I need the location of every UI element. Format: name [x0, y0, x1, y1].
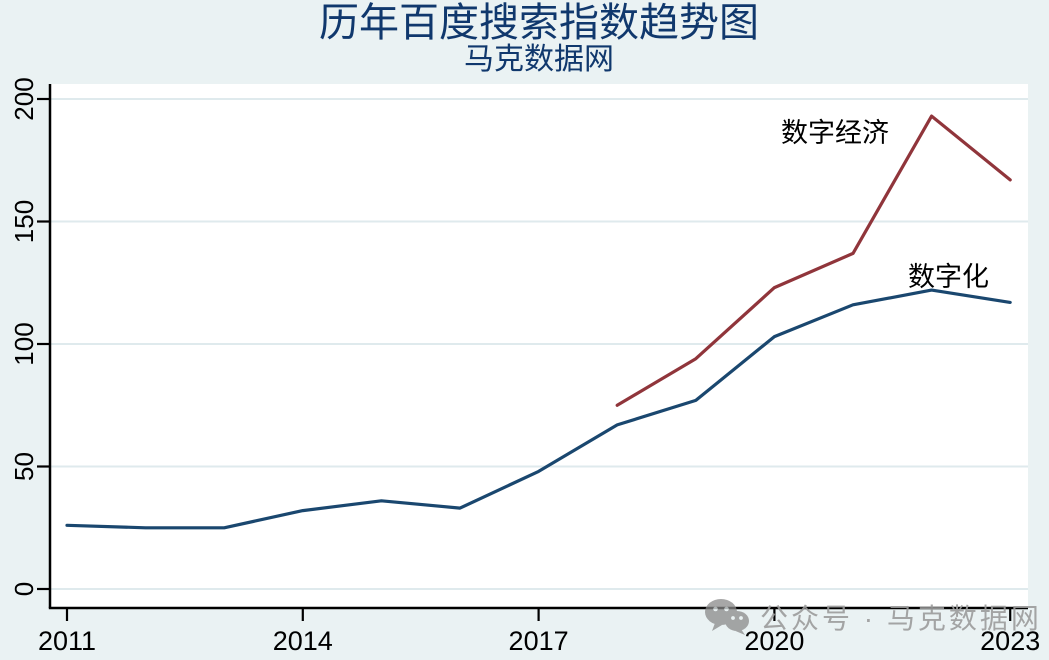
chart-subtitle: 马克数据网	[464, 43, 614, 76]
x-tick-label-2020: 2020	[744, 626, 804, 656]
plot-background	[50, 84, 1028, 608]
y-tick-label-50: 50	[9, 452, 39, 481]
watermark-text: 公众号 · 马克数据网	[760, 603, 1042, 634]
series-label-digital-economy: 数字经济	[781, 118, 889, 148]
y-tick-label-100: 100	[9, 322, 39, 365]
x-tick-label-2017: 2017	[509, 626, 569, 656]
x-tick-label-2023: 2023	[980, 626, 1040, 656]
series-label-digitalization: 数字化	[908, 262, 989, 292]
series-line-digital-economy	[615, 114, 1012, 407]
y-tick-label-0: 0	[9, 582, 39, 596]
x-tick-label-2011: 2011	[38, 626, 96, 656]
y-tick-label-200: 200	[9, 77, 39, 120]
watermark: 公众号 · 马克数据网	[704, 597, 1049, 637]
y-tick-label-150: 150	[9, 200, 39, 243]
series-line-digitalization	[65, 288, 1012, 530]
x-tick-label-2014: 2014	[273, 626, 333, 656]
chart-title: 历年百度搜索指数趋势图	[319, 1, 759, 45]
wechat-icon	[705, 599, 749, 635]
